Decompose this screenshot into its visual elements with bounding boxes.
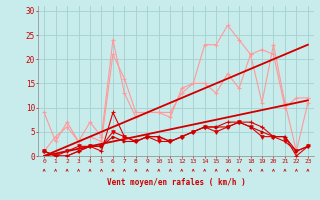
X-axis label: Vent moyen/en rafales ( km/h ): Vent moyen/en rafales ( km/h ): [107, 178, 245, 187]
